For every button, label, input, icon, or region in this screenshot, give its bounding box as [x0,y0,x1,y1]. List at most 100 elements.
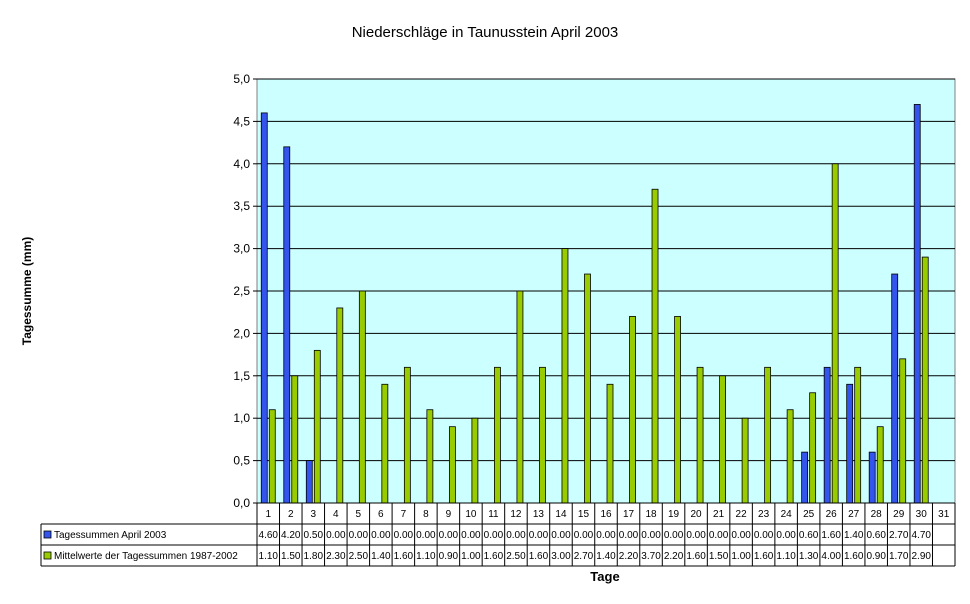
x-tick-label: 24 [781,509,793,520]
x-tick-label: 21 [713,509,725,520]
data-label: 1.50 [281,551,301,562]
x-tick-label: 29 [893,509,905,520]
y-tick-label: 2,0 [233,326,250,340]
x-tick-label: 28 [871,509,883,520]
data-label: 0.60 [799,530,819,541]
x-tick-label: 1 [265,509,271,520]
data-label: 1.80 [304,551,324,562]
data-label: 3.00 [551,551,571,562]
y-tick-label: 4,5 [233,114,250,128]
bar [313,349,321,504]
y-tick-label: 2,5 [233,284,250,298]
bar [651,188,659,504]
bar [471,417,479,504]
bar [809,392,817,504]
data-label: 4.00 [821,551,841,562]
bar [260,112,268,504]
data-label: 0.00 [326,530,346,541]
data-label: 0.00 [641,530,661,541]
data-label: 1.60 [821,530,841,541]
x-tick-label: 11 [488,509,499,520]
data-label: 0.50 [304,530,324,541]
data-label: 1.60 [754,551,774,562]
y-tick-label: 4,0 [233,157,250,171]
bar [891,273,899,504]
data-label: 1.00 [461,551,481,562]
x-tick-label: 14 [555,509,567,520]
data-label: 1.40 [596,551,616,562]
data-table: 1 2 3 4 5 6 7 8 9 10 11 12 13 14 15 16 17 18 19 20 21 22 23 24 2… [40,503,956,567]
bar [674,316,681,504]
data-label: 0.00 [686,530,706,541]
data-label: 4.60 [259,530,279,541]
bar [403,366,411,504]
x-tick-label: 9 [446,509,452,520]
data-label: 0.00 [439,530,459,541]
x-tick-label: 19 [668,509,680,520]
data-label: 1.70 [889,551,909,562]
x-tick-label: 16 [600,509,612,520]
bar [846,383,854,504]
data-label: 1.10 [776,551,796,562]
bar [268,409,276,504]
bar [283,146,291,504]
x-tick-label: 22 [736,509,748,520]
x-tick-label: 10 [465,509,477,520]
data-label: 2.30 [326,551,346,562]
data-label: 0.00 [349,530,369,541]
data-label: 0.00 [709,530,729,541]
data-label: 1.60 [844,551,864,562]
legend-swatch [43,530,52,539]
bar [426,409,434,504]
data-label: 2.90 [911,551,931,562]
bar [381,383,389,504]
legend-label: Tagessummen April 2003 [54,530,167,541]
data-label: 0.00 [394,530,414,541]
data-label: 2.50 [506,551,526,562]
x-tick-label: 30 [916,509,928,520]
data-label: 0.60 [866,530,886,541]
x-tick-label: 17 [623,509,635,520]
y-tick-label: 3,0 [233,242,250,256]
data-label: 0.00 [416,530,436,541]
y-tick-label: 1,5 [233,369,250,383]
data-label: 2.50 [349,551,369,562]
bar [899,358,907,504]
data-label: 3.70 [641,551,661,562]
data-label: 0.00 [731,530,751,541]
y-tick-label: 0,0 [233,496,250,510]
bars [257,104,955,504]
y-tick-labels: 0,0 0,5 1,0 1,5 2,0 2,5 3,0 3,5 4,0 4,5 5,0 [233,72,257,510]
y-tick-label: 1,0 [233,411,250,425]
x-tick-label: 18 [645,509,657,520]
bar [606,383,614,504]
x-tick-label: 13 [533,509,545,520]
x-tick-label: 6 [378,509,384,520]
bar [921,256,929,504]
bar [741,417,749,504]
x-tick-label: 15 [578,509,590,520]
bar [786,409,794,504]
bar [291,375,299,504]
data-label: 0.00 [551,530,571,541]
data-label: 0.00 [596,530,616,541]
y-tick-label: 5,0 [233,72,250,86]
bar [516,290,524,504]
bar [831,163,839,504]
bar [584,273,591,504]
bar [696,366,704,504]
data-label: 1.10 [259,551,279,562]
data-label: 1.10 [416,551,436,562]
x-tick-label: 25 [803,509,815,520]
data-label: 0.00 [619,530,639,541]
bar [448,426,456,504]
bar [336,307,344,504]
x-tick-label: 23 [758,509,770,520]
x-tick-label: 3 [311,509,317,520]
y-axis-label: Tagessumme (mm) [20,237,34,345]
data-label: 0.90 [439,551,459,562]
data-label: 1.60 [394,551,414,562]
data-label: 2.70 [574,551,594,562]
bar [305,460,313,504]
data-label: 0.00 [506,530,526,541]
